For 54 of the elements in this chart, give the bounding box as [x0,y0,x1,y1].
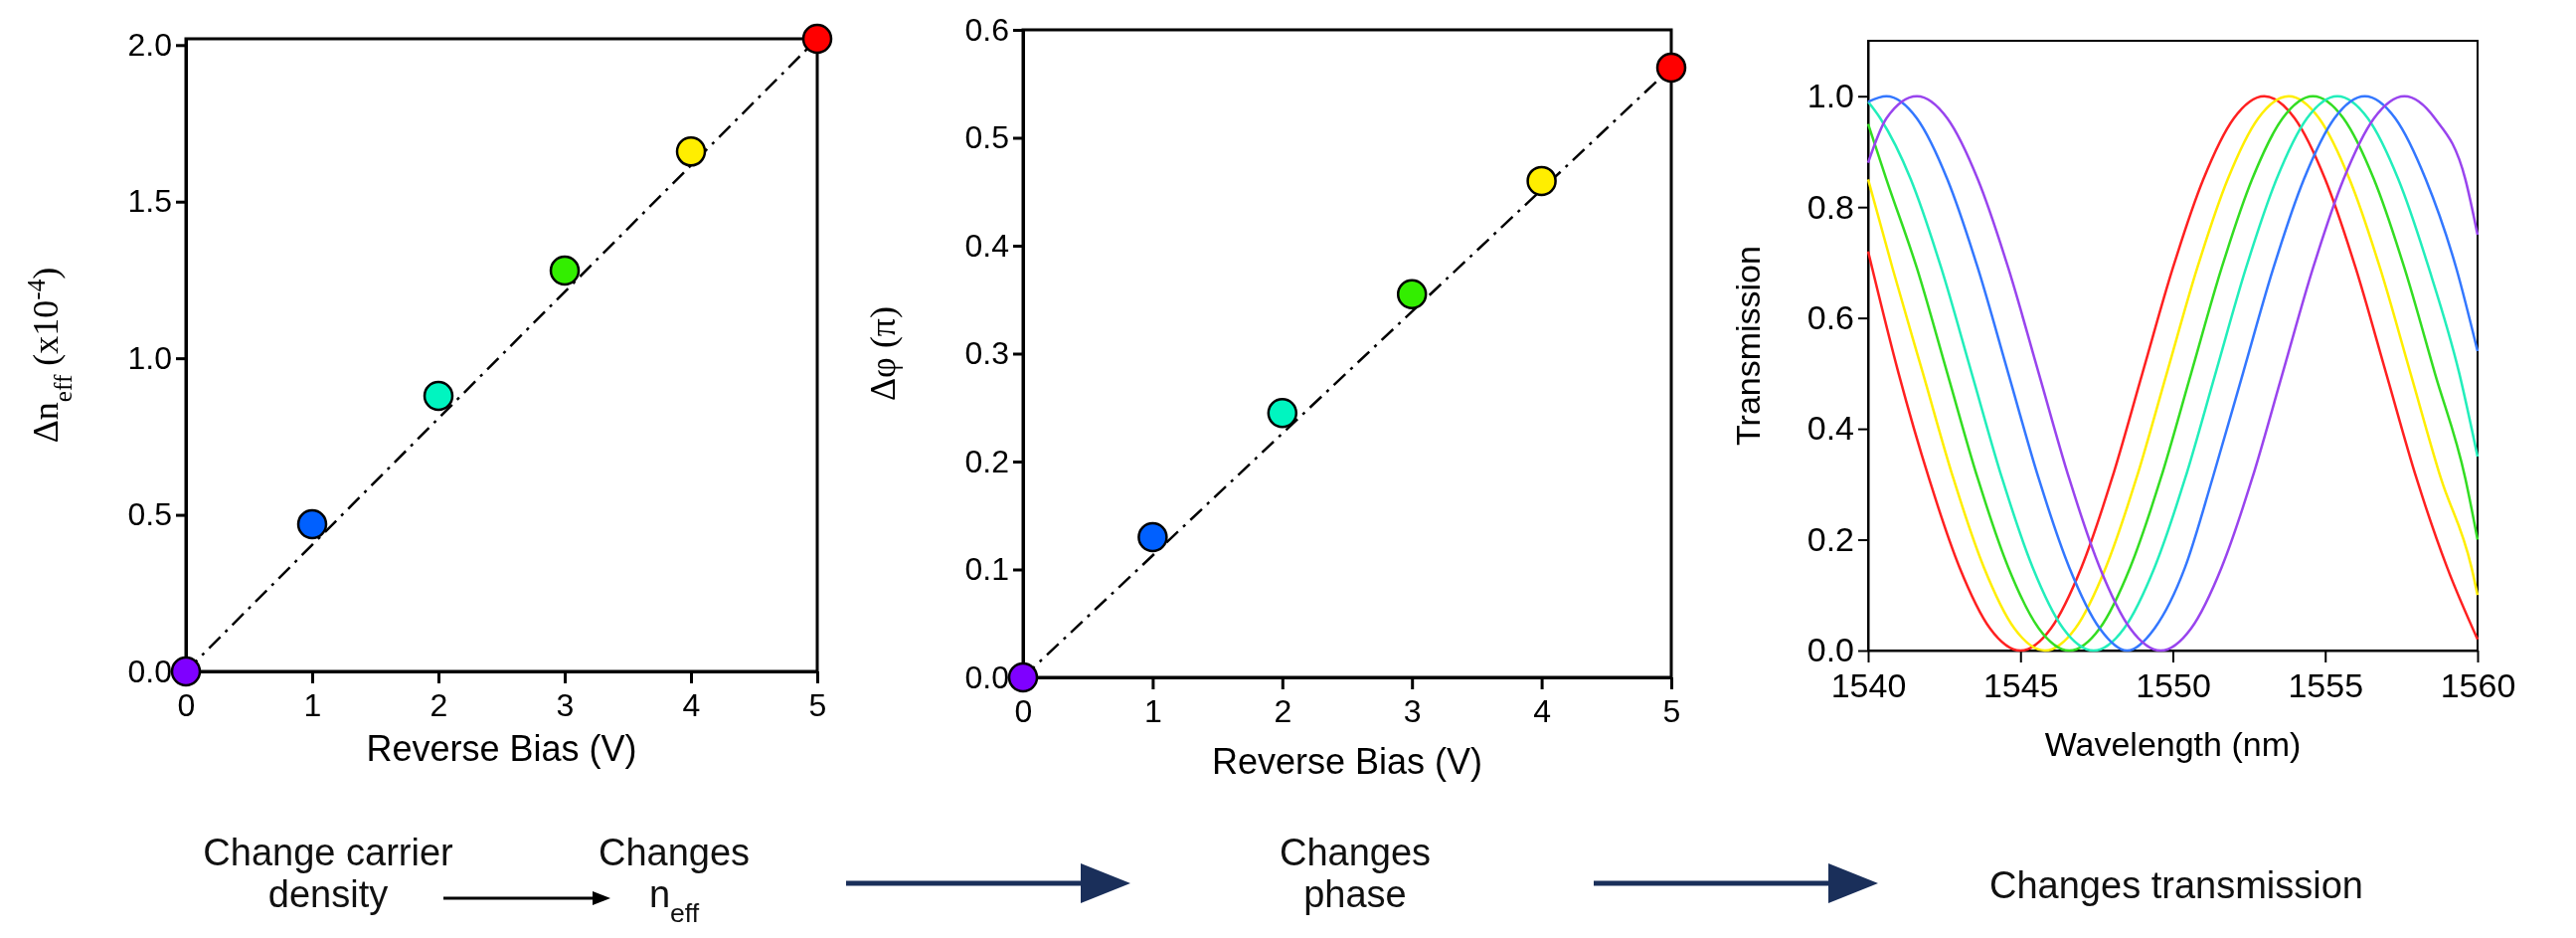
point [801,23,833,55]
x-tick-label: 1550 [2136,665,2211,704]
y-tick-label: 0.0 [964,658,1009,695]
y-axis-title: Transmission [1729,246,1767,446]
y-tick-label: 0.6 [964,11,1009,48]
x-tick-label: 0 [1014,692,1033,729]
x-tick-label: 4 [682,686,701,723]
point [423,380,454,412]
x-axis-title: Wavelength (nm) [2044,725,2302,763]
text: Changes phase [1279,832,1432,915]
text: Change carrier density [203,832,454,915]
y-tick-label: 0.3 [964,335,1009,372]
y-tick-label: 0.0 [127,653,172,689]
y-tick-label: 0.2 [964,443,1009,479]
point [1267,397,1298,429]
point [170,656,202,687]
x-tick-label: 1 [303,686,322,723]
x-tick-label: 5 [1662,692,1681,729]
y-tick-label: 0.6 [1806,298,1854,337]
text: Changes n$_{eff}$ [598,832,751,928]
x-tick-label: 1555 [2288,665,2364,704]
y-tick-label: 1.0 [127,339,172,376]
text: Changes transmission [1989,864,2363,906]
x-tick-label: 0 [177,686,196,723]
x-tick-label: 3 [556,686,575,723]
point [1137,521,1168,553]
y-tick-label: 0.1 [964,551,1009,588]
point [1007,661,1039,693]
x-tick-label: 2 [1274,692,1292,729]
x-tick-label: 2 [429,686,448,723]
x-tick-label: 1 [1144,692,1162,729]
point [1526,165,1557,197]
y-tick-label: 0.2 [1806,519,1854,558]
x-tick-label: 4 [1533,692,1551,729]
y-tick-label: 0.4 [1806,409,1854,448]
point [549,255,581,286]
point [675,136,707,167]
y-tick-label: 1.5 [127,183,172,220]
y-tick-label: 0.4 [964,227,1009,264]
x-tick-label: 1560 [2440,665,2516,704]
x-axis-title: Reverse Bias (V) [366,728,637,769]
y-tick-label: 0.5 [964,119,1009,156]
point [1396,279,1428,310]
y-tick-label: 1.0 [1806,77,1854,115]
point [296,508,328,540]
y-axis-title: Δφ (π) [863,305,903,402]
x-tick-label: 5 [808,686,827,723]
y-tick-label: 0.8 [1806,187,1854,226]
y-tick-label: 0.5 [127,496,172,533]
x-axis-title: Reverse Bias (V) [1211,741,1483,782]
point [1655,52,1687,84]
x-tick-label: 3 [1403,692,1422,729]
y-tick-label: 2.0 [127,27,172,64]
x-tick-label: 1545 [1982,665,2059,704]
